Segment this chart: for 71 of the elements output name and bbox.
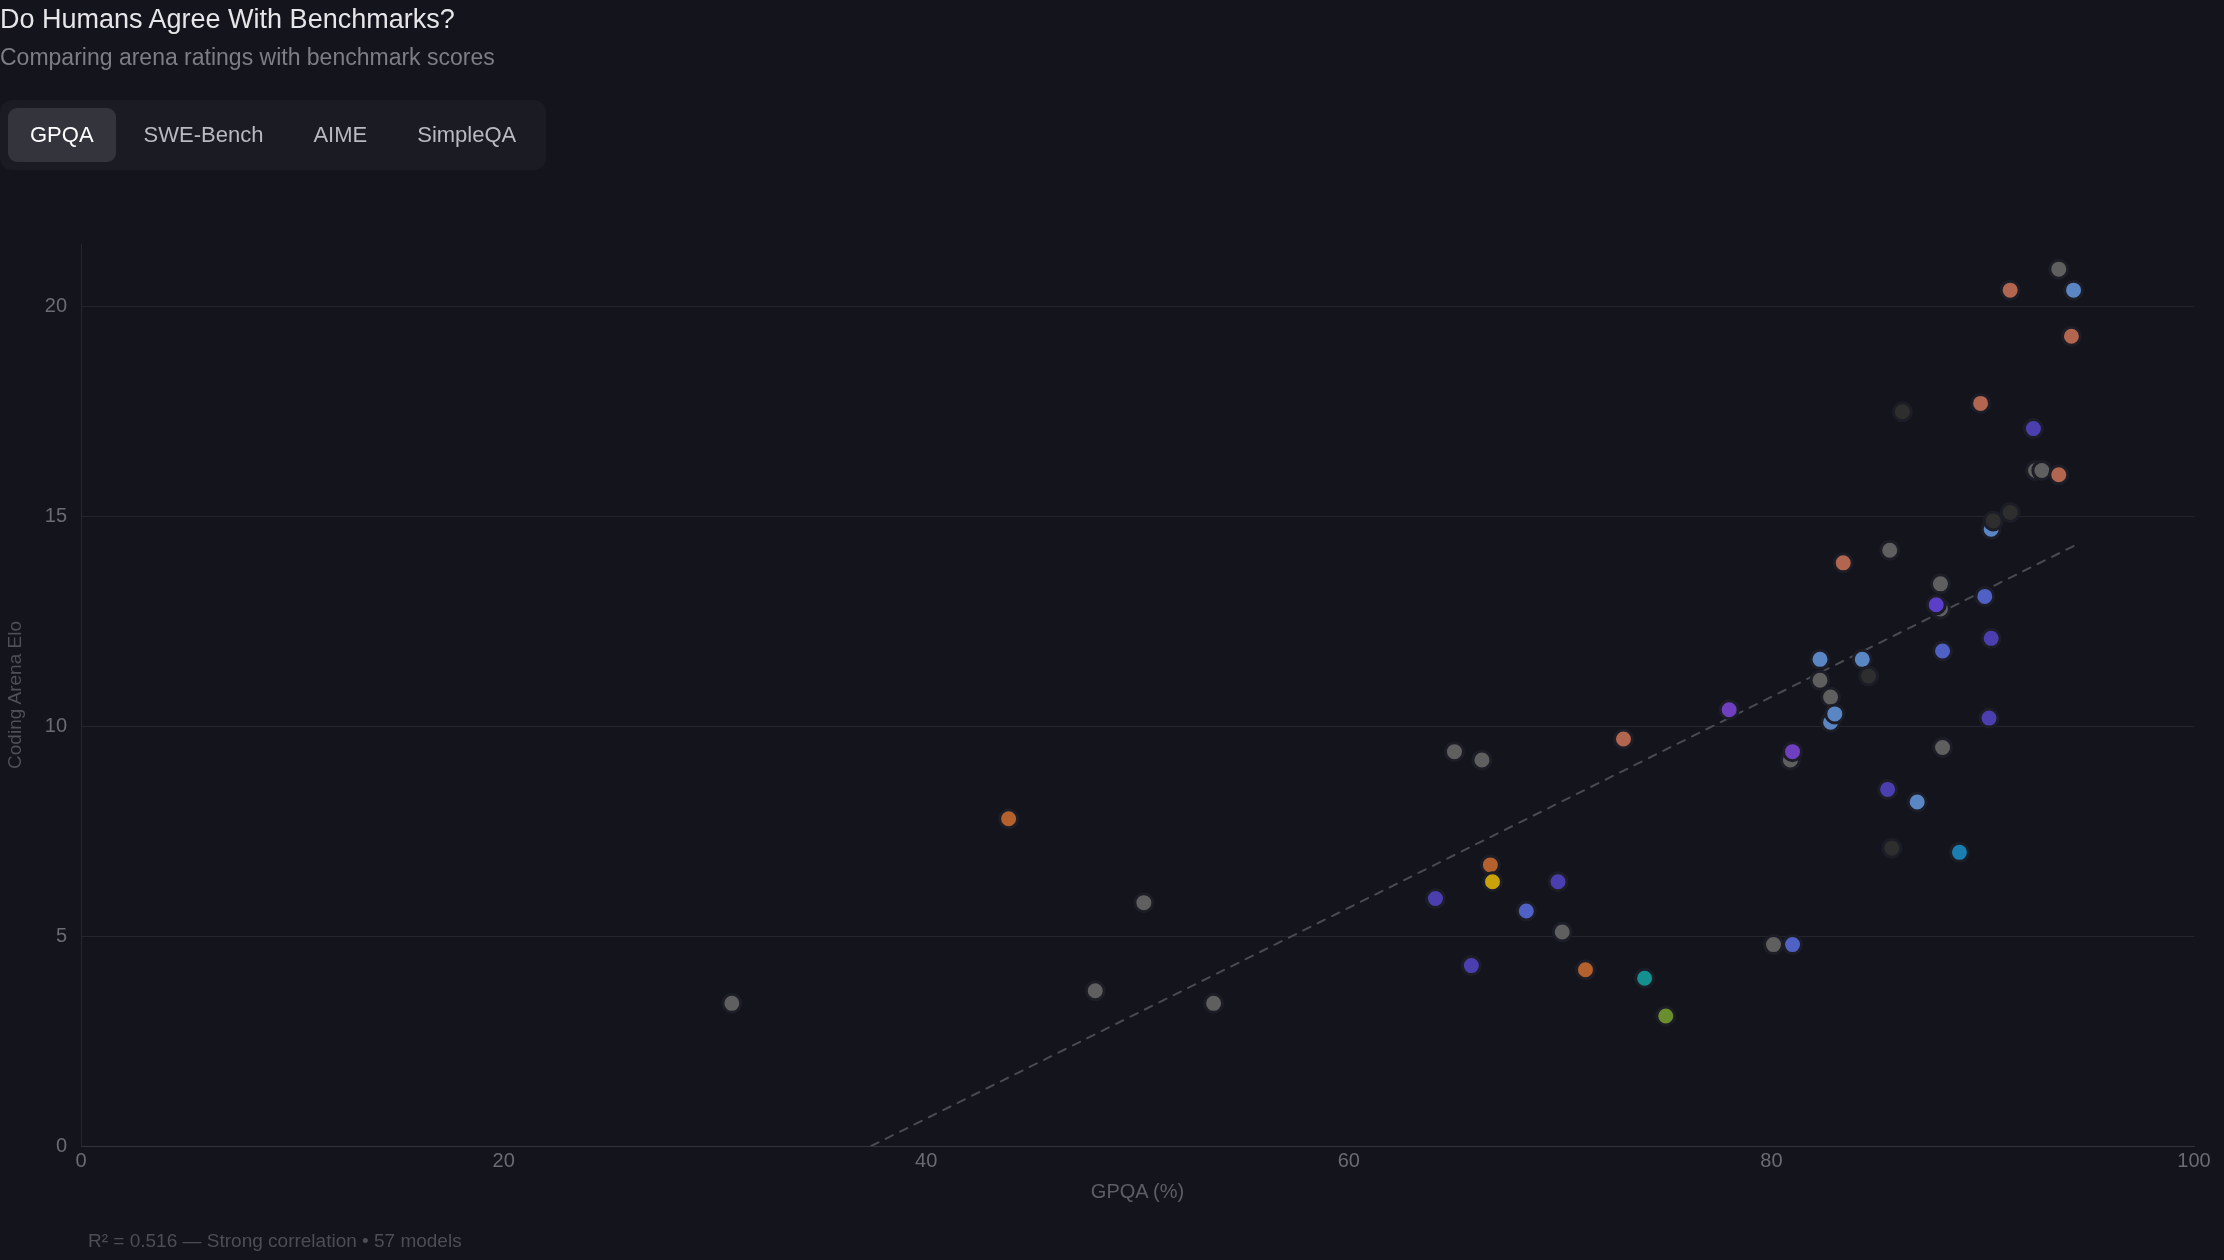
point [1851,648,1873,670]
point [1634,967,1656,989]
point [1999,279,2021,301]
text: GPQA [8,108,116,162]
point [1891,401,1913,423]
point [1574,959,1596,981]
point [1999,502,2021,523]
point [1978,707,2000,729]
x-tick-label: 40 [915,1148,938,1171]
point [1932,640,1954,662]
chart-title: Do Humans Agree With Benchmarks? [0,4,455,35]
text: AIME [312,121,369,149]
point [1929,573,1951,595]
point [1824,703,1846,725]
point [998,808,1020,830]
point [1460,955,1482,977]
point [1881,837,1903,859]
x-tick-label: 60 [1337,1148,1360,1171]
point [1832,552,1854,574]
point [1084,980,1106,1002]
point [2063,279,2085,301]
point [1782,934,1804,956]
point [2022,418,2044,440]
point [1809,669,1831,691]
point [1974,585,1996,607]
point [1613,728,1634,750]
point [1547,871,1569,893]
y-tick-label: 0 [55,1133,68,1156]
point [1718,699,1740,721]
point [1424,887,1446,909]
y-tick-label: 20 [44,294,68,317]
point [2031,460,2053,482]
point [1809,648,1831,670]
point [1203,992,1225,1014]
text: R² = 0.516 — Strong correlation • 57 models [88,1230,462,1252]
point [1980,627,2002,649]
point [1820,686,1842,708]
x-tick-label: 80 [1760,1148,1783,1171]
point [1877,778,1899,800]
text: SWE-Bench [142,121,265,149]
x-tick-label: 0 [75,1148,87,1171]
point [1443,741,1465,763]
point [1133,892,1155,914]
point [1982,510,2004,532]
point [1932,736,1954,758]
y-axis-title: Coding Arena Elo [3,621,25,769]
point [1471,749,1493,771]
point [1655,1005,1677,1027]
y-tick-label: 15 [44,504,68,527]
point [1879,539,1901,561]
point [1763,934,1785,956]
point [1551,921,1573,943]
x-tick-label: 100 [2177,1148,2211,1171]
chart-subtitle: Comparing arena ratings with benchmark scores [0,44,495,71]
point [1515,900,1537,922]
point [1482,871,1503,893]
point [1782,741,1804,763]
point [2060,325,2082,347]
y-tick-label: 5 [55,923,68,946]
point [1906,791,1928,813]
point [2048,464,2070,486]
point [2048,258,2070,280]
x-tick-label: 20 [492,1148,515,1171]
point [1858,665,1880,687]
y-tick-label: 10 [44,713,68,736]
point [1948,841,1970,863]
x-axis-title: GPQA (%) [1090,1179,1185,1202]
point [721,992,743,1014]
point [1479,854,1501,876]
point [1970,392,1992,414]
text: SimpleQA [416,121,518,149]
